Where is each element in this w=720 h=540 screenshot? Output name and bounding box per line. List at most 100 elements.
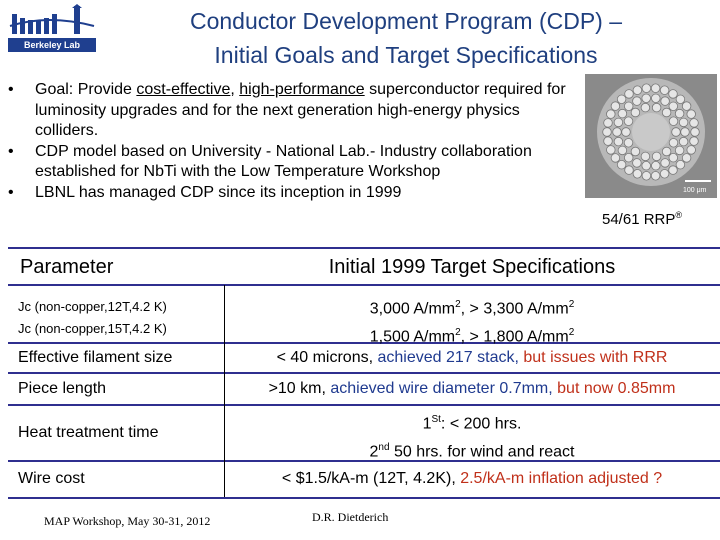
filament — [610, 101, 621, 111]
filament — [623, 116, 634, 126]
filament — [689, 118, 699, 128]
filament — [661, 107, 672, 118]
filament — [632, 96, 642, 106]
header-parameter: Parameter — [20, 256, 114, 278]
filament — [640, 102, 651, 113]
row-rule-4 — [8, 460, 720, 462]
heat-first: 1St: < 200 hrs. — [422, 414, 522, 433]
filament — [613, 117, 624, 128]
jc-12t-label: Jc (non-copper,12T,4.2 K) — [18, 299, 167, 314]
filament-label: Effective filament size — [18, 349, 173, 366]
bullet-lbnl: LBNL has managed CDP since its inception… — [8, 183, 568, 204]
filament — [690, 127, 700, 137]
jc-values: 3,000 A/mm2, > 3,300 A/mm2 1,500 A/mm2, … — [226, 293, 718, 350]
column-divider — [224, 285, 225, 497]
filament — [659, 169, 670, 179]
bullet-cdp-model: CDP model based on University - National… — [8, 142, 568, 183]
filament — [641, 93, 651, 104]
filament — [606, 109, 616, 119]
filament — [681, 101, 692, 111]
filament — [680, 127, 690, 137]
bullet-goal: Goal: Provide cost-effective, high-perfo… — [8, 80, 568, 142]
title-line-2: Initial Goals and Target Specifications — [214, 42, 598, 68]
filament — [630, 146, 641, 157]
filament — [617, 145, 628, 156]
filament — [668, 89, 678, 99]
title-line-1: Conductor Development Program (CDP) – — [189, 8, 623, 34]
wire-cross-section-image: 100 μm — [585, 74, 717, 198]
filament — [651, 102, 662, 113]
filament — [678, 117, 689, 128]
jc-15t-value: 1,500 A/mm2, > 1,800 A/mm2 — [369, 327, 575, 346]
piece-length-label: Piece length — [18, 380, 107, 397]
filament — [603, 118, 613, 128]
berkeley-lab-logo: Berkeley Lab — [8, 4, 96, 54]
filament — [671, 127, 681, 137]
filament — [617, 108, 628, 119]
header-target-specs: Initial 1999 Target Specifications — [328, 256, 616, 278]
filament — [668, 165, 678, 175]
jc-15t-label: Jc (non-copper,15T,4.2 K) — [18, 321, 167, 336]
filament — [641, 160, 651, 171]
page-title: Conductor Development Program (CDP) – In… — [100, 4, 712, 72]
filament — [651, 93, 661, 104]
filament — [678, 136, 689, 147]
row-rule-1 — [8, 342, 720, 344]
filament — [651, 160, 661, 171]
filament — [659, 85, 670, 95]
filament — [624, 89, 634, 99]
image-caption: 54/61 RRP® — [602, 210, 683, 228]
filament — [630, 107, 641, 118]
filament — [613, 136, 624, 147]
filament — [606, 145, 616, 155]
logo-caption: Berkeley Lab — [24, 40, 81, 50]
filament — [674, 108, 685, 119]
wire-cost-label: Wire cost — [18, 470, 85, 487]
filament — [674, 145, 685, 156]
filament — [624, 152, 634, 163]
filament — [602, 127, 612, 137]
filament — [689, 136, 699, 146]
filament — [668, 116, 679, 126]
filament — [675, 94, 686, 105]
filament — [612, 127, 622, 137]
filament — [632, 85, 643, 95]
filament — [651, 151, 662, 162]
header-rule — [8, 284, 720, 286]
piece-length-value: >10 km, achieved wire diameter 0.7mm, bu… — [268, 380, 676, 397]
footer-workshop: MAP Workshop, May 30-31, 2012 — [44, 514, 211, 528]
filament — [668, 138, 679, 148]
row-rule-2 — [8, 372, 720, 374]
filament — [650, 83, 661, 93]
bullet-list: Goal: Provide cost-effective, high-perfo… — [8, 80, 568, 203]
filament — [668, 101, 679, 112]
filament — [661, 146, 672, 157]
table-bottom-rule — [8, 497, 720, 499]
table-top-rule — [8, 247, 720, 249]
filament — [632, 158, 642, 168]
heat-treatment-value: 1St: < 200 hrs. 2nd 50 hrs. for wind and… — [226, 408, 718, 465]
filament — [681, 153, 692, 163]
footer-author: D.R. Dietderich — [312, 510, 389, 524]
filament — [686, 109, 696, 119]
filament — [616, 94, 627, 105]
filament — [603, 136, 613, 146]
scale-label: 100 μm — [683, 187, 707, 194]
filament — [686, 145, 696, 155]
filament — [621, 127, 631, 137]
heat-second: 2nd 50 hrs. for wind and react — [369, 442, 575, 461]
filament — [624, 101, 634, 112]
heat-treatment-label: Heat treatment time — [18, 424, 159, 441]
high-performance-text: high-performance — [239, 81, 365, 98]
filament — [640, 151, 651, 162]
filament — [623, 138, 634, 148]
wire-cost-value: < $1.5/kA-m (12T, 4.2K), 2.5/kA-m inflat… — [281, 470, 663, 487]
filament — [660, 158, 670, 168]
filament-value: < 40 microns, achieved 217 stack, but is… — [276, 349, 668, 366]
filament — [624, 165, 634, 175]
filament — [660, 96, 670, 106]
filament — [675, 159, 686, 170]
filament — [632, 169, 643, 179]
jc-12t-value: 3,000 A/mm2, > 3,300 A/mm2 — [369, 299, 575, 318]
jc-labels: Jc (non-copper,12T,4.2 K) Jc (non-copper… — [18, 296, 223, 340]
